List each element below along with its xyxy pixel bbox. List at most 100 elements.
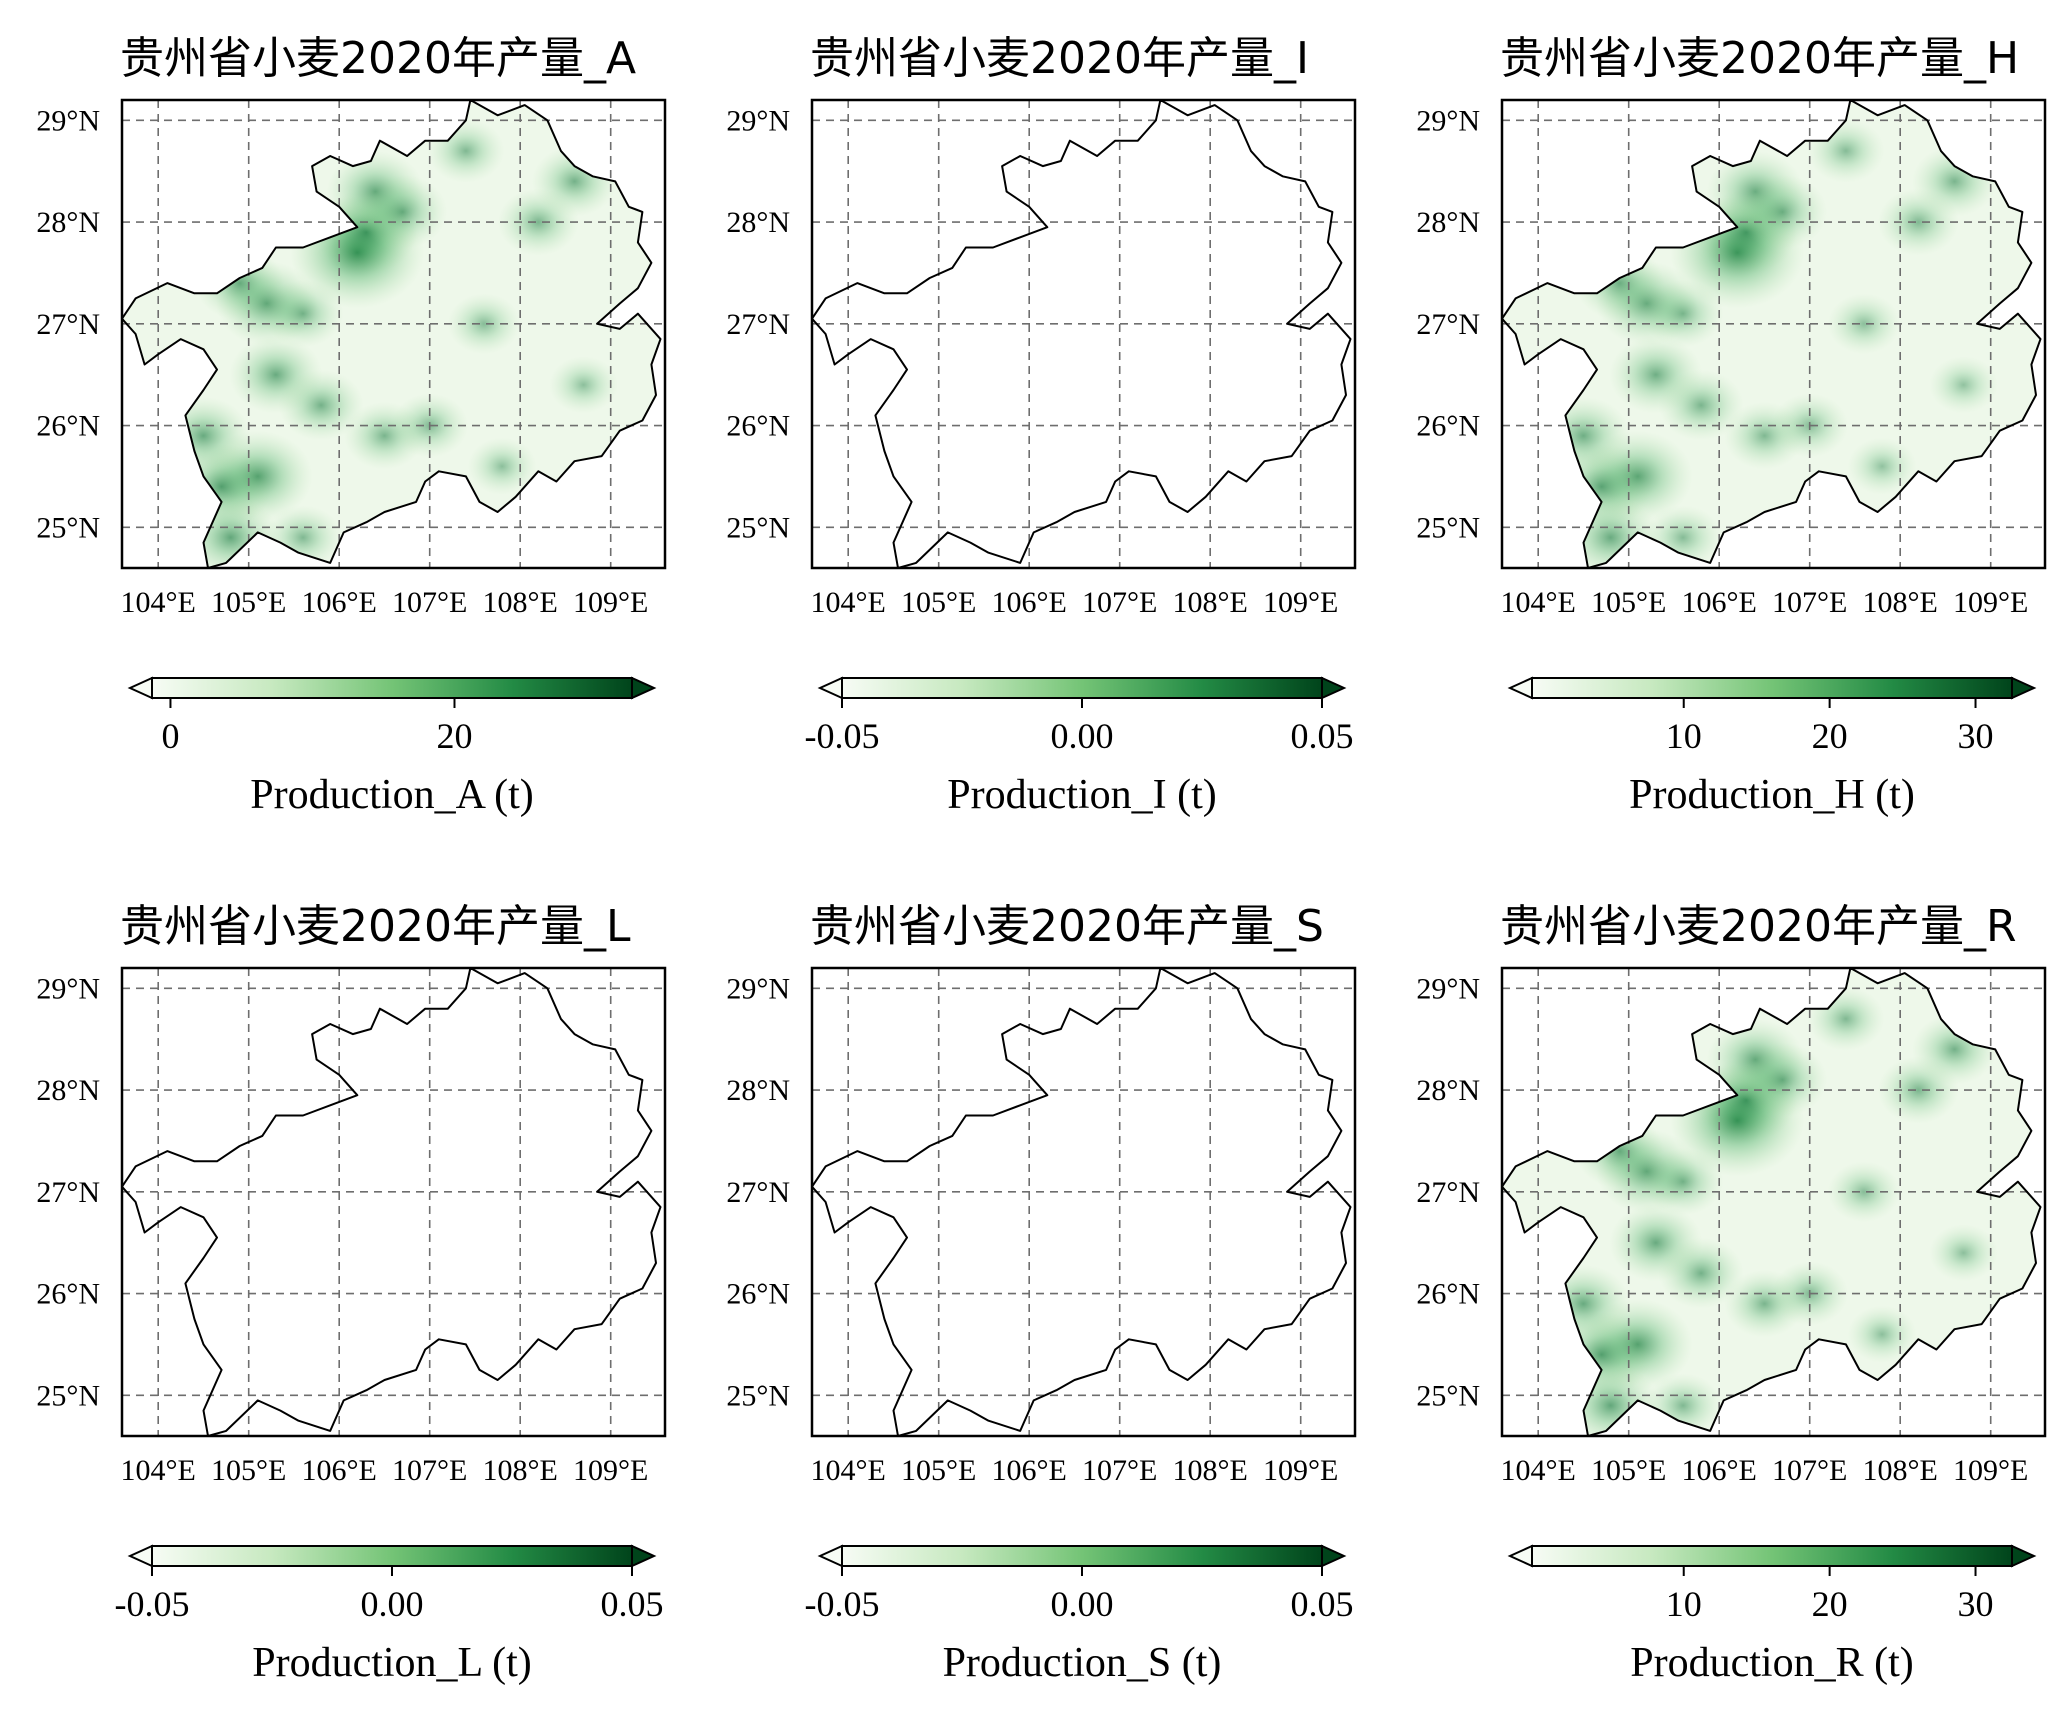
production-hotspot [264,505,342,568]
production-hotspot [1642,279,1724,348]
panel-title: 贵州省小麦2020年产量_R [1500,901,2017,952]
production-hotspot [357,174,448,250]
lon-tick-label: 107°E [392,586,467,619]
lon-tick-label: 104°E [1501,586,1576,619]
colorbar-label: Production_R (t) [1630,1640,1913,1686]
lon-tick-label: 105°E [901,586,976,619]
lat-tick-label: 26°N [36,410,100,443]
production-hotspot [1536,396,1631,475]
map-panel: 贵州省小麦2020年产量_H 29°N 28°N 27°N 26°N 25°N 104°E 1… [1416,33,2047,818]
lat-tick-label: 25°N [36,511,100,544]
colorbar-tick-label: -0.05 [805,716,880,756]
production-hotspot [427,118,505,184]
production-hotspot [447,293,521,355]
province-boundary [1501,967,2042,1437]
lat-tick-label: 28°N [726,1074,790,1107]
lon-tick-label: 106°E [1682,586,1757,619]
production-raster [1502,968,2041,1436]
map-panel: 贵州省小麦2020年产量_A 29°N 28°N 27°N 26°N 25°N 104°E 1… [36,33,667,818]
colorbar-min-extend [817,676,843,700]
map-panel: 贵州省小麦2020年产量_S 29°N 28°N 27°N 26°N 25°N 104°E 1… [726,901,1357,1686]
lon-tick-label: 105°E [901,1454,976,1487]
colorbar-label: Production_I (t) [947,772,1216,818]
lon-tick-label: 106°E [302,1454,377,1487]
lon-tick-label: 109°E [1263,1454,1338,1487]
lat-tick-label: 28°N [36,1074,100,1107]
production-hotspot [1644,1373,1722,1436]
lat-tick-label: 26°N [36,1278,100,1311]
production-hotspot [1737,174,1828,250]
lat-tick-label: 26°N [726,1278,790,1311]
colorbar-min-extend [817,1544,843,1568]
lat-tick-label: 27°N [726,1176,790,1209]
lat-tick-label: 25°N [36,1379,100,1412]
production-hotspot [1561,496,1660,568]
colorbar-label: Production_H (t) [1629,772,1915,818]
colorbar-label: Production_L (t) [252,1640,532,1686]
lat-tick-label: 26°N [1416,1278,1480,1311]
colorbar-max-extend [1321,1544,1347,1568]
production-hotspot [1807,118,1885,184]
panel-title: 贵州省小麦2020年产量_I [810,33,1309,84]
colorbar-tick-label: 20 [436,716,472,756]
production-hotspot [1911,1013,1998,1085]
map-frame [810,966,1357,1438]
colorbar-gradient [152,678,632,698]
lon-tick-label: 108°E [1173,586,1248,619]
lon-tick-label: 108°E [1863,586,1938,619]
colorbar-outline [151,677,633,699]
lon-tick-label: 109°E [1263,586,1338,619]
colorbar-min-extend [127,676,153,700]
colorbar-max-extend [631,1544,657,1568]
province-boundary [121,967,662,1437]
lon-tick-label: 106°E [992,586,1067,619]
colorbar: -0.05 0.00 0.05 Production_S (t) [805,1544,1354,1686]
colorbar-tick-label: -0.05 [805,1584,880,1624]
lat-tick-label: 27°N [36,1176,100,1209]
lon-tick-label: 104°E [121,586,196,619]
production-hotspot [1642,1147,1724,1216]
lon-tick-label: 108°E [1173,1454,1248,1487]
lon-tick-label: 106°E [992,1454,1067,1487]
colorbar-tick-label: 0.05 [601,1584,664,1624]
colorbar: 10 20 30 Production_R (t) [1507,1544,2037,1686]
panel-title: 贵州省小麦2020年产量_H [1500,33,2019,84]
lon-tick-label: 105°E [211,1454,286,1487]
production-hotspot [156,396,251,475]
production-hotspot [1928,1224,1999,1282]
production-hotspot [531,145,618,217]
colorbar-outline [1531,677,2013,699]
production-hotspot [1827,1161,1901,1223]
lon-tick-label: 105°E [1591,586,1666,619]
lon-tick-label: 106°E [302,586,377,619]
lat-tick-label: 27°N [1416,1176,1480,1209]
lat-tick-label: 26°N [1416,410,1480,443]
production-hotspot [1737,1042,1828,1118]
map-frame [1500,966,2047,1438]
lat-tick-label: 25°N [1416,511,1480,544]
colorbar-label: Production_S (t) [943,1640,1222,1686]
colorbar-tick-label: -0.05 [115,1584,190,1624]
province-boundary [121,99,662,569]
colorbar-gradient [1532,678,2012,698]
lon-tick-label: 109°E [573,1454,648,1487]
production-hotspot [1658,369,1744,441]
production-hotspot [1536,1264,1631,1343]
colorbar-tick-label: 0.05 [1291,716,1354,756]
lat-tick-label: 26°N [726,410,790,443]
production-hotspot [262,279,344,348]
lon-tick-label: 108°E [483,586,558,619]
colorbar-max-extend [1321,676,1347,700]
map-frame [810,98,1357,570]
lon-tick-label: 107°E [1772,586,1847,619]
colorbar-min-extend [127,1544,153,1568]
colorbar-tick-label: 20 [1812,716,1848,756]
colorbar-gradient [152,1546,632,1566]
colorbar-tick-label: 10 [1666,1584,1702,1624]
lon-tick-label: 105°E [1591,1454,1666,1487]
map-panel: 贵州省小麦2020年产量_R 29°N 28°N 27°N 26°N 25°N 104°E 1… [1416,901,2047,1686]
colorbar-gradient [1532,1546,2012,1566]
colorbar: 10 20 30 Production_H (t) [1507,676,2037,818]
production-hotspot [1658,1237,1744,1309]
